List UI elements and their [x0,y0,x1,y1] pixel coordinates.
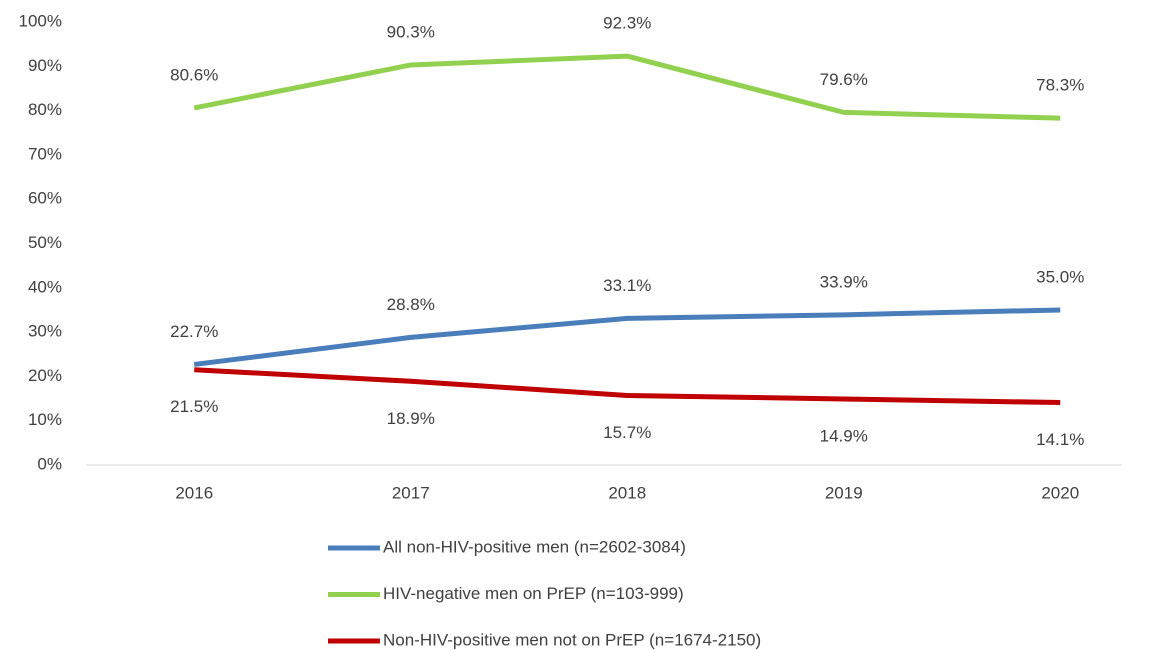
y-tick-label: 0% [37,454,62,473]
y-tick-label: 80% [28,100,62,119]
legend-label: HIV-negative men on PrEP (n=103-999) [383,584,684,603]
data-label: 90.3% [387,22,435,41]
y-tick-label: 20% [28,366,62,385]
data-label: 33.1% [603,276,651,295]
data-label: 18.9% [387,409,435,428]
data-label: 14.1% [1036,430,1084,449]
y-tick-label: 10% [28,410,62,429]
x-tick-label: 2018 [608,483,646,502]
data-label: 79.6% [820,70,868,89]
y-tick-label: 40% [28,277,62,296]
data-label: 21.5% [170,397,218,416]
x-tick-label: 2020 [1041,483,1079,502]
data-label: 92.3% [603,14,651,33]
legend-label: All non-HIV-positive men (n=2602-3084) [383,537,686,556]
x-tick-label: 2019 [825,483,863,502]
y-tick-label: 50% [28,233,62,252]
y-tick-label: 100% [19,11,62,30]
data-label: 78.3% [1036,76,1084,95]
data-label: 33.9% [820,272,868,291]
y-tick-label: 60% [28,189,62,208]
x-tick-label: 2017 [392,483,430,502]
data-label: 22.7% [170,322,218,341]
y-tick-label: 30% [28,322,62,341]
data-label: 35.0% [1036,267,1084,286]
y-tick-label: 90% [28,56,62,75]
data-label: 15.7% [603,423,651,442]
x-tick-label: 2016 [175,483,213,502]
data-label: 80.6% [170,65,218,84]
data-label: 14.9% [820,426,868,445]
legend-label: Non-HIV-positive men not on PrEP (n=1674… [383,630,761,649]
data-label: 28.8% [387,295,435,314]
y-tick-label: 70% [28,144,62,163]
series-line [193,307,1061,367]
series-line [194,367,1061,406]
series-line [193,53,1061,121]
